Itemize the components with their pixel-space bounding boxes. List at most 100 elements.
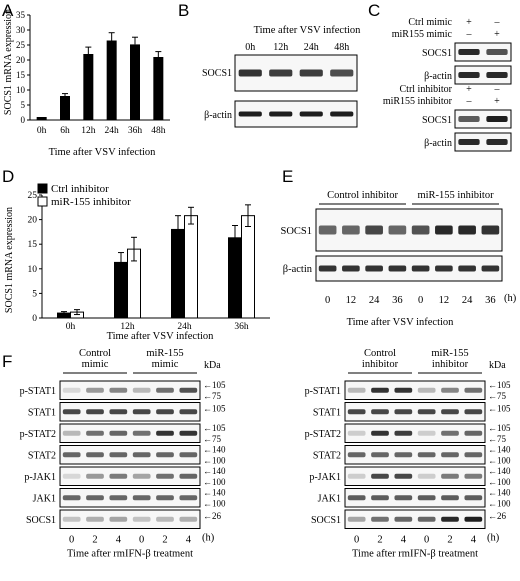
panel-f-left-strip-frame — [59, 466, 201, 486]
panel-f-left-marker: ←100 — [203, 499, 226, 509]
panel-f-left-row-label: STAT1 — [28, 408, 56, 419]
panel-f-left-xlabel: Time after rmIFN-β treatment — [67, 549, 193, 560]
panel-f-left-strip-band — [156, 430, 174, 436]
panel-f-left-row-label: p-STAT2 — [20, 429, 56, 440]
panel-d-legend-label: Ctrl inhibitor — [51, 183, 109, 195]
panel-d-ytick-label: 20 — [28, 216, 38, 226]
panel-e-socs1-band — [318, 225, 337, 235]
panel-e-actin-band — [458, 265, 476, 272]
panel-f-left-lane-label: 2 — [162, 535, 167, 546]
panel-e-xlabel: Time after VSV infection — [347, 317, 455, 328]
panel-f-left-lane-label: 2 — [92, 535, 97, 546]
panel-f-right-strip-band — [441, 473, 459, 479]
panel-c-top-strip-band — [486, 49, 508, 55]
panel-e-lane-label: 12 — [439, 295, 450, 306]
panel-a-bar — [106, 40, 117, 120]
panel-f-left-strip-band — [86, 495, 104, 501]
panel-c-bottom-row-label: β-actin — [424, 138, 452, 149]
panel-f-left-row-label: SOCS1 — [26, 515, 56, 526]
panel-b-actin-band — [269, 111, 293, 117]
panel-f-right-strip-band — [417, 473, 436, 479]
panel-c-top-condition-mark: – — [466, 29, 473, 40]
panel-f-right-strip-band — [464, 409, 483, 415]
panel-f-left-strip-band — [109, 516, 128, 522]
panel-f-right-strip-band — [417, 387, 436, 393]
panel-f-right-strip-band — [347, 387, 366, 393]
panel-f-right-row-label: p-STAT1 — [305, 386, 341, 397]
panel-a-ytick-label: 0 — [21, 115, 26, 125]
panel-e-socs1-band — [458, 225, 476, 235]
panel-f-left-strip-band — [132, 473, 151, 479]
panel-b-lane-label: 0h — [245, 42, 255, 53]
panel-f-left-marker: ←140 — [203, 488, 226, 498]
panel-c-top-strip-band — [458, 49, 480, 55]
panel-f-left-strip-band — [179, 473, 198, 479]
panel-f-right-row-label: STAT2 — [313, 451, 341, 462]
panel-a-bar — [60, 96, 70, 120]
panel-f-right-lane-label: 0 — [424, 535, 429, 546]
panel-f-left-strip-band — [179, 452, 198, 458]
panel-f-right-unit-label: (h) — [487, 533, 500, 544]
panel-d-legend-label: miR-155 inhibitor — [51, 196, 131, 208]
panel-c-blot: Ctrl mimic + –miR155 mimic – +SOCS1β-actinCt… — [383, 17, 512, 152]
panel-f-right-strip-band — [417, 495, 436, 501]
panel-d-ytick-label: 5 — [32, 289, 37, 299]
panel-f-right-strip-frame — [344, 423, 486, 443]
panel-e-socs1-band — [435, 225, 453, 235]
panel-f-right-strip-band — [394, 430, 413, 436]
panel-b-socs1-band — [269, 69, 293, 77]
panel-e-socs1-band — [342, 225, 360, 235]
panel-f-left-strip-band — [62, 409, 81, 415]
panel-f-left-group-label: mimic — [82, 359, 109, 370]
panel-e-actin-band — [481, 265, 500, 272]
panel-c-top-condition-mark: + — [494, 29, 500, 40]
panel-f-right-marker: ←100 — [488, 477, 511, 487]
panel-f-left-strip-band — [132, 516, 151, 522]
panel-f-right-strip-band — [441, 387, 459, 393]
panel-f-right-marker: ←75 — [488, 391, 507, 401]
panel-letter-a: A — [2, 1, 14, 20]
panel-c-bottom-strip-band — [486, 139, 508, 145]
panel-e-actin-band — [435, 265, 453, 272]
panel-a-category-label: 6h — [60, 126, 70, 136]
panel-c-bottom-condition-mark: + — [466, 84, 472, 95]
panel-f-left-strip-band — [132, 452, 151, 458]
panel-f-left-strip-band — [62, 387, 81, 393]
panel-c-top-condition-mark: + — [466, 17, 472, 28]
panel-f-right-strip-band — [371, 473, 389, 479]
panel-c-top-strip-frame — [454, 65, 512, 85]
panel-f-right-lane-label: 0 — [354, 535, 359, 546]
panel-d-category-label: 12h — [120, 322, 135, 332]
panel-f-left-unit-label: (h) — [202, 533, 215, 544]
panel-f-right-strip-band — [441, 495, 459, 501]
panel-b-lane-label: 24h — [304, 42, 319, 53]
panel-f-right-group-label: Control — [364, 348, 396, 359]
panel-f-left-marker: ←75 — [203, 434, 222, 444]
panel-f-right-strip-band — [464, 516, 483, 522]
panel-d-legend-swatch — [37, 183, 48, 194]
panel-f-right-strip-band — [441, 452, 459, 458]
panel-e-socs1-band — [388, 225, 407, 235]
panel-f-right-strip-band — [347, 516, 366, 522]
panel-a-category-label: 24h — [105, 126, 120, 136]
panel-f-left-strip-band — [109, 452, 128, 458]
panel-b-socs1-band — [299, 69, 323, 77]
panel-f-right-marker: ←75 — [488, 434, 507, 444]
panel-d-ytick-label: 25 — [28, 191, 38, 201]
panel-f-right-marker: ←105 — [488, 423, 511, 433]
panel-e-socs1-band — [481, 225, 500, 235]
panel-f-left-marker: ←105 — [203, 404, 226, 414]
panel-c-bottom-row-label: SOCS1 — [422, 115, 452, 126]
panel-f-left-strip-band — [179, 387, 198, 393]
panel-a-category-label: 36h — [128, 126, 143, 136]
panel-a-ytick-label: 25 — [16, 40, 26, 50]
panel-a-category-label: 12h — [81, 126, 96, 136]
panel-d-category-label: 36h — [234, 322, 249, 332]
panel-f-right-row-label: SOCS1 — [311, 515, 341, 526]
panel-f-left-group-label: miR-155 — [146, 348, 183, 359]
panel-f-right-strip-band — [371, 387, 389, 393]
panel-c-top-strip-frame — [454, 42, 512, 62]
panel-b-actin-band — [238, 111, 262, 117]
panel-f-left-marker: ←140 — [203, 445, 226, 455]
